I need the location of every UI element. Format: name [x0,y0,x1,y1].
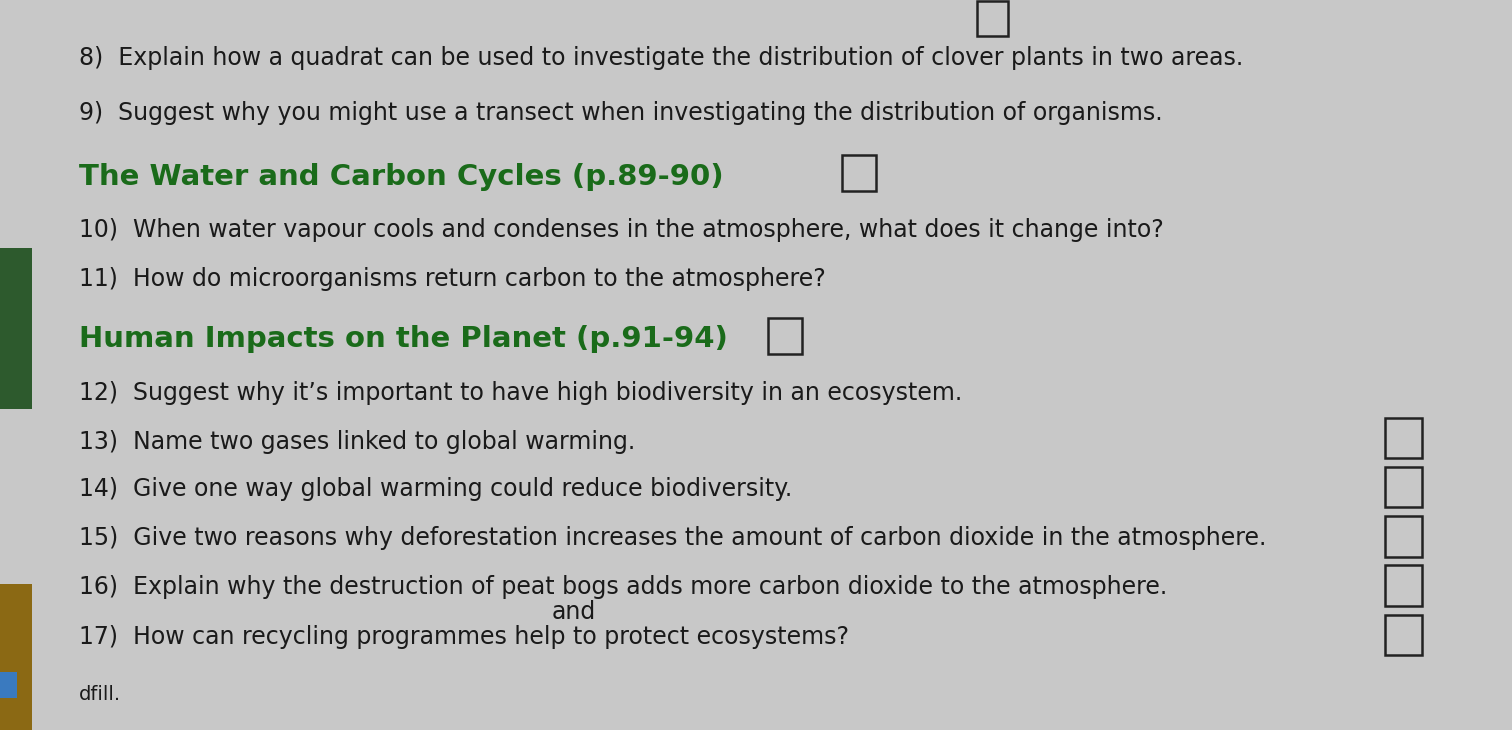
Bar [842,155,877,191]
Bar [977,1,1009,36]
Bar [0,248,32,409]
Bar [1385,517,1421,556]
Bar [1385,418,1421,458]
Bar [1385,467,1421,507]
Text: 15)  Give two reasons why deforestation increases the amount of carbon dioxide i: 15) Give two reasons why deforestation i… [79,526,1266,550]
Text: 14)  Give one way global warming could reduce biodiversity.: 14) Give one way global warming could re… [79,477,792,501]
Text: 12)  Suggest why it’s important to have high biodiversity in an ecosystem.: 12) Suggest why it’s important to have h… [79,381,962,404]
Bar [768,318,801,354]
Text: 17)  How can recycling programmes help to protect ecosystems?: 17) How can recycling programmes help to… [79,625,848,648]
Text: dfill.: dfill. [79,685,121,704]
Bar [0,672,17,698]
Text: 9)  Suggest why you might use a transect when investigating the distribution of : 9) Suggest why you might use a transect … [79,101,1163,125]
Text: 16)  Explain why the destruction of peat bogs adds more carbon dioxide to the at: 16) Explain why the destruction of peat … [79,575,1167,599]
Text: 8)  Explain how a quadrat can be used to investigate the distribution of clover : 8) Explain how a quadrat can be used to … [79,47,1243,70]
Text: 10)  When water vapour cools and condenses in the atmosphere, what does it chang: 10) When water vapour cools and condense… [79,218,1164,242]
Text: and: and [552,600,596,623]
Bar [1385,615,1421,656]
Bar [0,584,32,730]
Text: The Water and Carbon Cycles (p.89-90): The Water and Carbon Cycles (p.89-90) [79,163,723,191]
Text: Human Impacts on the Planet (p.91-94): Human Impacts on the Planet (p.91-94) [79,326,727,353]
Text: 11)  How do microorganisms return carbon to the atmosphere?: 11) How do microorganisms return carbon … [79,267,826,291]
Text: 13)  Name two gases linked to global warming.: 13) Name two gases linked to global warm… [79,430,635,453]
Bar [1385,565,1421,606]
